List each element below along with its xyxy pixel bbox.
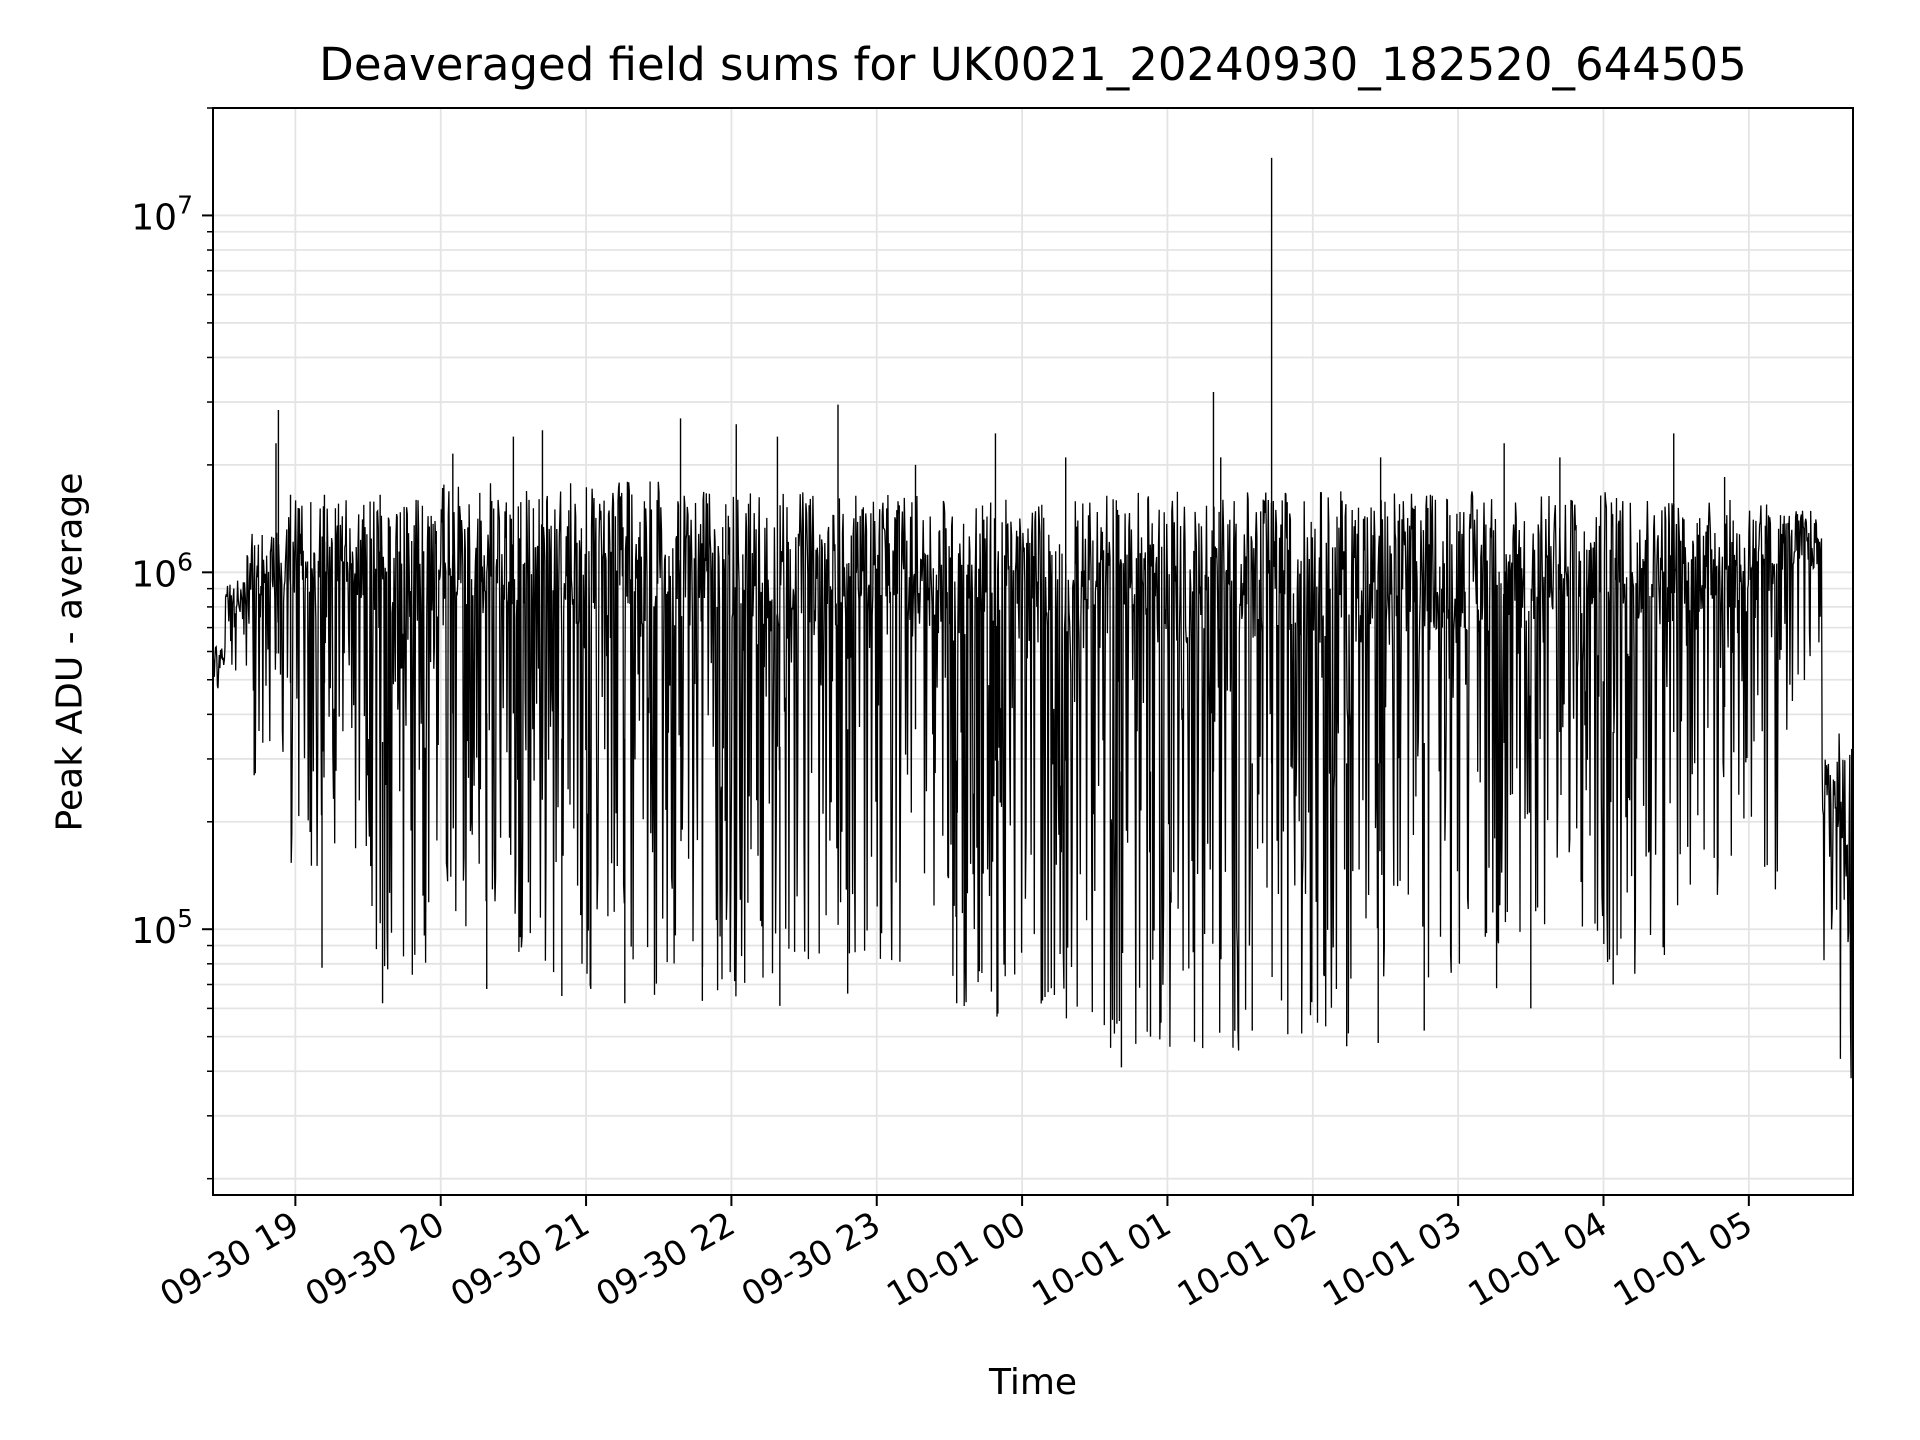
x-tick-label: 09-30 20 (299, 1204, 451, 1315)
plot-frame (212, 107, 1854, 1196)
x-axis-label: Time (988, 1362, 1078, 1403)
x-tick-label: 10-01 01 (1026, 1204, 1178, 1315)
x-tick-label: 09-30 21 (444, 1204, 596, 1315)
y-tick-label: 105 (131, 904, 193, 952)
x-tick-label: 10-01 02 (1171, 1204, 1323, 1315)
y-axis-label: Peak ADU - average (49, 472, 91, 832)
y-tick-label: 107 (131, 190, 193, 238)
chart-title: Deaveraged field sums for UK0021_2024093… (319, 38, 1747, 91)
x-tick-label: 09-30 22 (590, 1204, 742, 1315)
x-tick-label: 10-01 05 (1607, 1204, 1759, 1315)
x-tick-label: 10-01 03 (1316, 1204, 1468, 1315)
series-line (212, 481, 1854, 1079)
x-tick-label: 10-01 04 (1462, 1204, 1614, 1315)
x-tick-label: 09-30 19 (153, 1204, 305, 1315)
data-series (212, 157, 1854, 1164)
x-tick-label: 09-30 23 (735, 1204, 887, 1315)
x-tick-label: 10-01 00 (880, 1204, 1032, 1315)
y-tick-label: 106 (131, 547, 193, 595)
